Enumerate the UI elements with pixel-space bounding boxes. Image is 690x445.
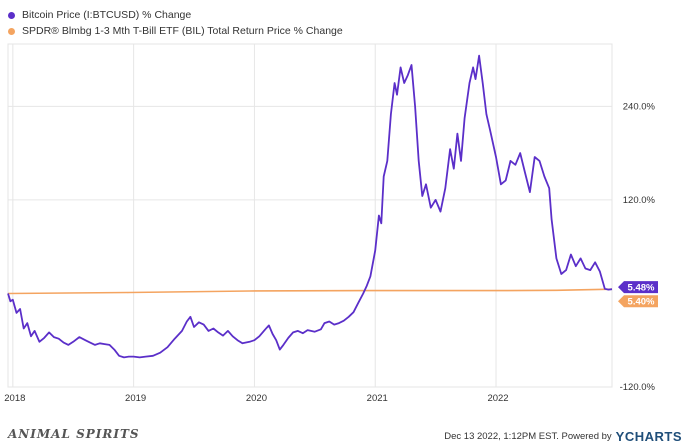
animal-spirits-logo: ANIMAL SPIRITS (8, 427, 140, 441)
end-badge-label: 5.40% (628, 297, 655, 308)
end-badge-bil: 5.40% (618, 295, 658, 308)
x-tick-label: 2020 (246, 393, 267, 404)
ycharts-logo[interactable]: YCHARTS (615, 429, 682, 444)
legend-label-bil: SPDR® Blmbg 1-3 Mth T-Bill ETF (BIL) Tot… (22, 25, 343, 37)
series-layer (7, 54, 613, 359)
chart-svg: 240.0%120.0%-120.0%2018 2019 2020 2021 2022 … (4, 43, 658, 404)
footer-credit: Dec 13 2022, 1:12PM EST. Powered by YCHA… (444, 429, 682, 444)
series-line-bil (7, 288, 613, 295)
x-tick-label: 2022 (487, 393, 508, 404)
footer: ANIMAL SPIRITS Dec 13 2022, 1:12PM EST. … (0, 425, 690, 445)
x-tick-label: 2021 (367, 393, 388, 404)
y-tick-label: 240.0% (623, 101, 656, 112)
grid-lines (7, 43, 613, 388)
end-value-badges: 5.48% 5.40% (618, 281, 658, 308)
timestamp-text: Dec 13 2022, 1:12PM EST. Powered by (444, 431, 612, 442)
legend-marker-bitcoin (8, 11, 15, 19)
x-tick-label: 2019 (125, 393, 146, 404)
plot-frame (7, 43, 613, 388)
legend-item-bil[interactable]: SPDR® Blmbg 1-3 Mth T-Bill ETF (BIL) Tot… (8, 23, 343, 39)
legend: Bitcoin Price (I:BTCUSD) % Change SPDR® … (8, 7, 343, 39)
legend-item-bitcoin[interactable]: Bitcoin Price (I:BTCUSD) % Change (8, 7, 343, 23)
legend-marker-bil (8, 27, 15, 35)
series-line-bitcoin (7, 54, 613, 359)
end-badge-label: 5.48% (628, 283, 655, 294)
y-tick-label: -120.0% (620, 382, 656, 393)
x-tick-label: 2018 (4, 393, 25, 404)
legend-label-bitcoin: Bitcoin Price (I:BTCUSD) % Change (22, 9, 192, 21)
end-badge-bitcoin: 5.48% (618, 281, 658, 294)
axis-labels: 240.0% 120.0% -120.0% 2018 2019 2020 2021 2022 (4, 101, 655, 404)
y-tick-label: 120.0% (623, 195, 656, 206)
